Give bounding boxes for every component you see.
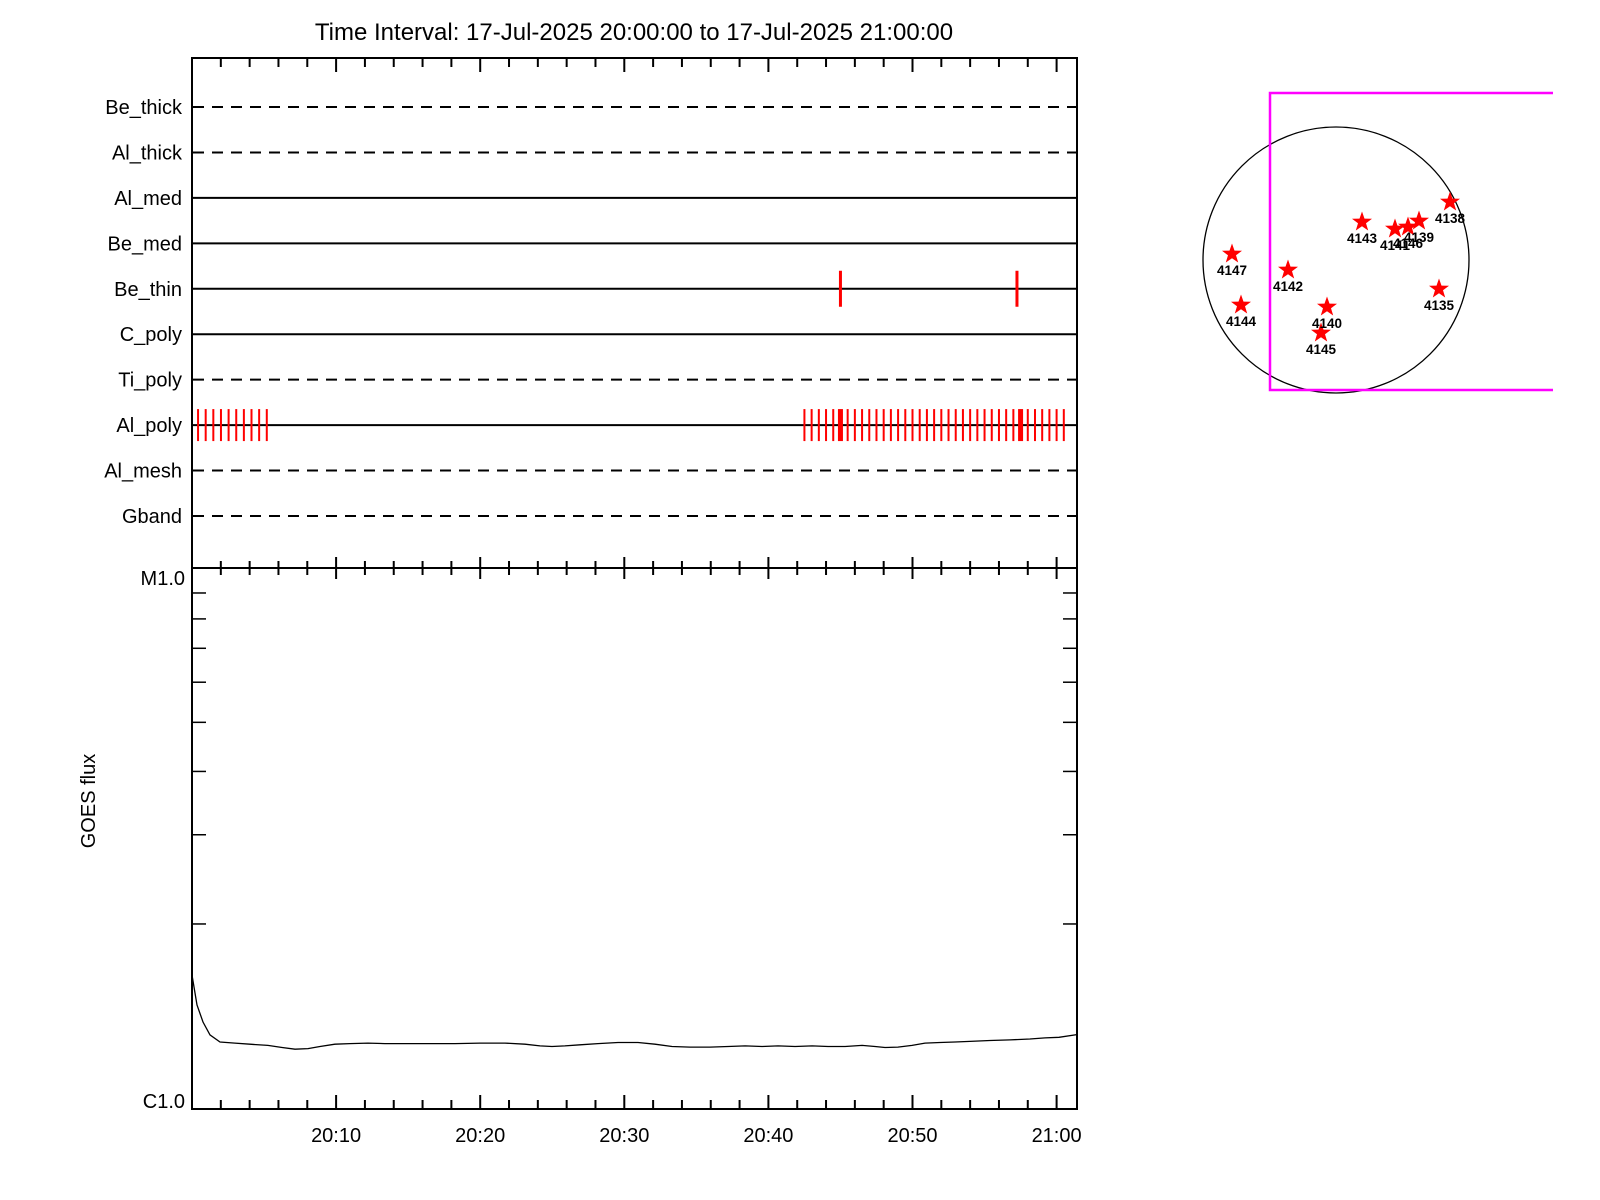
active-region-label-4141: 4141 — [1380, 238, 1411, 253]
page-title: Time Interval: 17-Jul-2025 20:00:00 to 1… — [315, 19, 953, 46]
filter-channel-label-C_poly: C_poly — [120, 324, 182, 346]
active-region-star-4142 — [1278, 259, 1298, 279]
active-region-label-4145: 4145 — [1306, 342, 1337, 357]
active-region-star-4144 — [1231, 294, 1251, 314]
active-region-star-4146 — [1398, 216, 1418, 236]
active-region-label-4135: 4135 — [1424, 298, 1455, 313]
x-axis-label-21-00: 21:00 — [1032, 1125, 1082, 1147]
filter-channel-label-Ti_poly: Ti_poly — [118, 370, 182, 392]
active-region-star-4140 — [1317, 296, 1337, 316]
filter-channel-label-Al_med: Al_med — [114, 188, 182, 210]
active-region-label-4146: 4146 — [1393, 236, 1424, 251]
active-region-label-4147: 4147 — [1217, 263, 1247, 278]
filter-channel-label-Al_poly: Al_poly — [116, 415, 182, 437]
active-region-star-4138 — [1440, 191, 1460, 211]
active-region-star-4145 — [1311, 322, 1331, 342]
filter-channel-label-Be_med: Be_med — [108, 233, 183, 255]
active-region-label-4139: 4139 — [1404, 230, 1434, 245]
x-axis-label-20-10: 20:10 — [311, 1125, 361, 1147]
solar-limb-circle — [1202, 126, 1470, 394]
x-axis-label-20-40: 20:40 — [743, 1125, 793, 1147]
active-region-label-4138: 4138 — [1435, 211, 1466, 226]
active-region-star-4141 — [1385, 218, 1405, 238]
goes-y-top-label: M1.0 — [141, 568, 185, 590]
filter-channel-label-Be_thin: Be_thin — [114, 279, 182, 301]
goes-flux-panel: 20:10 20:20 20:30 20:40 20:50 21:00 — [191, 567, 1082, 1147]
filter-channel-label-Gband: Gband — [122, 506, 182, 528]
goes-y-axis-title: GOES flux — [78, 754, 100, 848]
active-region-star-4147 — [1222, 243, 1242, 263]
goes-flux-curve — [191, 974, 1077, 1050]
active-region-star-4143 — [1352, 211, 1372, 231]
active-region-label-4140: 4140 — [1312, 316, 1342, 331]
filter-channel-label-Al_thick: Al_thick — [112, 142, 183, 164]
active-region-label-4144: 4144 — [1226, 314, 1257, 329]
x-axis-label-20-50: 20:50 — [887, 1125, 937, 1147]
active-region-label-4142: 4142 — [1273, 279, 1303, 294]
active-region-label-4143: 4143 — [1347, 231, 1378, 246]
xrt-fov-box — [1268, 91, 1553, 392]
filter-timeline-panel: Be_thick Al_thick Al_med Be_med Be_thin C_pol… — [104, 57, 1078, 579]
solar-disk-map: 4147 4144 4142 4145 4140 4143 4141414641394138… — [1202, 91, 1553, 394]
filter-channel-label-Al_mesh: Al_mesh — [104, 461, 182, 483]
goes-panel-border — [191, 567, 1078, 1110]
active-region-star-4139 — [1409, 210, 1429, 230]
goes-y-bottom-label: C1.0 — [143, 1091, 185, 1113]
filter-channel-label-Be_thick: Be_thick — [105, 97, 183, 119]
active-region-star-4135 — [1429, 278, 1449, 298]
x-axis-label-20-20: 20:20 — [455, 1125, 505, 1147]
filter-panel-border — [191, 57, 1078, 569]
x-axis-label-20-30: 20:30 — [599, 1125, 649, 1147]
